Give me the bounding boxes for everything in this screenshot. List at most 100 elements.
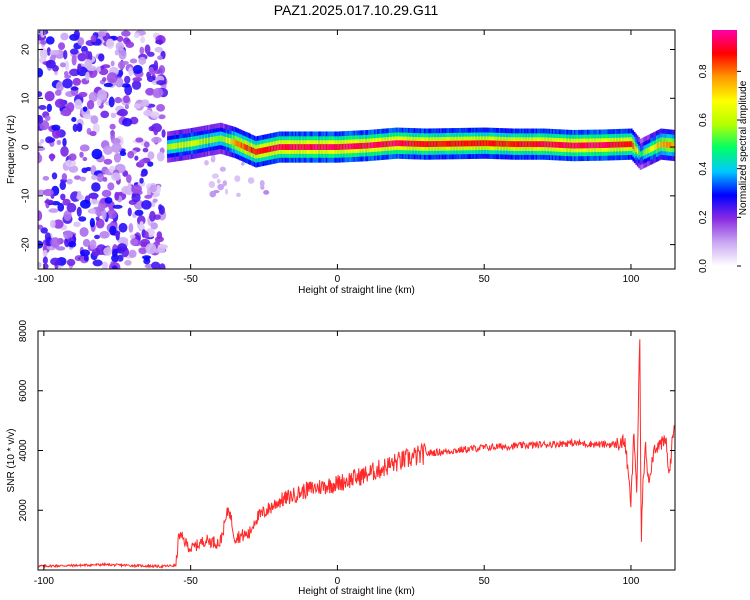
band-cell bbox=[507, 141, 510, 147]
noise-blob bbox=[141, 199, 152, 210]
noise-blob bbox=[138, 159, 145, 166]
noise-blob bbox=[111, 142, 122, 153]
noise-blob bbox=[133, 103, 142, 109]
noise-blob bbox=[81, 45, 88, 53]
spectrogram-image bbox=[38, 30, 675, 269]
band-cell bbox=[366, 142, 369, 149]
band-cell bbox=[428, 141, 431, 148]
band-cell bbox=[269, 145, 272, 152]
band-cell bbox=[283, 144, 285, 150]
band-cell bbox=[435, 141, 438, 147]
band-cell bbox=[594, 142, 596, 149]
noise-blob bbox=[128, 223, 134, 233]
noise-blob bbox=[62, 78, 73, 89]
band-cell bbox=[475, 140, 478, 147]
band-cell bbox=[453, 140, 455, 147]
noise-blob bbox=[76, 206, 82, 217]
x-tick-label: -100 bbox=[34, 576, 54, 587]
x-tick-label: 100 bbox=[623, 576, 640, 587]
band-cell bbox=[256, 148, 259, 155]
noise-blob bbox=[117, 243, 128, 252]
band-cell bbox=[633, 144, 636, 151]
noise-blob bbox=[159, 263, 166, 269]
noise-blob bbox=[91, 175, 98, 180]
band-cell bbox=[183, 141, 185, 148]
noise-blob bbox=[124, 259, 132, 266]
band-cell bbox=[572, 142, 574, 149]
band-cell bbox=[177, 142, 180, 149]
band-cell bbox=[636, 148, 639, 154]
noise-blob bbox=[138, 56, 147, 65]
band-cell bbox=[312, 144, 315, 150]
y-tick-label: 6000 bbox=[18, 379, 29, 402]
x-tick-label: 50 bbox=[479, 274, 491, 285]
band-cell bbox=[363, 142, 366, 149]
band-cell bbox=[319, 144, 322, 150]
band-cell bbox=[271, 145, 273, 152]
noise-blob bbox=[139, 46, 145, 55]
band-cell bbox=[472, 140, 475, 147]
noise-blob bbox=[54, 89, 62, 96]
noise-blob bbox=[241, 162, 245, 166]
noise-blob bbox=[111, 265, 118, 269]
band-cell bbox=[454, 140, 457, 147]
signal-band bbox=[167, 122, 675, 170]
band-cell bbox=[664, 141, 667, 148]
noise-blob bbox=[134, 209, 144, 216]
band-cell bbox=[233, 139, 235, 146]
noise-blob bbox=[109, 225, 117, 236]
noise-blob bbox=[130, 238, 139, 246]
band-cell bbox=[614, 141, 617, 148]
band-cell bbox=[598, 142, 601, 149]
noise-blob bbox=[151, 136, 162, 144]
noise-blob bbox=[69, 48, 79, 55]
noise-blob bbox=[149, 210, 156, 222]
band-cell bbox=[266, 146, 269, 153]
band-cell bbox=[268, 146, 271, 153]
noise-blob bbox=[63, 49, 68, 60]
band-cell bbox=[202, 138, 205, 145]
noise-blob bbox=[217, 183, 225, 191]
noise-blob bbox=[40, 227, 48, 234]
noise-blob bbox=[89, 217, 95, 228]
band-cell bbox=[250, 147, 253, 153]
band-cell bbox=[347, 143, 350, 150]
noise-blob bbox=[161, 83, 167, 90]
band-cell bbox=[369, 142, 372, 149]
noise-blob bbox=[109, 123, 116, 130]
band-cell bbox=[538, 141, 541, 148]
band-cell bbox=[531, 141, 533, 148]
band-cell bbox=[641, 150, 643, 157]
noise-blob bbox=[50, 237, 61, 248]
noise-blob bbox=[127, 207, 132, 217]
band-cell bbox=[529, 141, 532, 148]
band-cell bbox=[286, 144, 288, 150]
colorbar-tick-label: 0.0 bbox=[698, 259, 709, 273]
band-cell bbox=[526, 141, 529, 148]
band-cell bbox=[654, 144, 657, 150]
noise-blob bbox=[64, 60, 70, 71]
noise-blob bbox=[57, 202, 65, 212]
band-cell bbox=[262, 147, 265, 154]
noise-blob bbox=[91, 148, 103, 160]
noise-blob bbox=[63, 230, 73, 240]
noise-blob bbox=[96, 66, 102, 73]
colorbar-label: Normalized spectral amplitude bbox=[738, 80, 749, 215]
band-cell bbox=[246, 145, 249, 151]
band-cell bbox=[611, 141, 614, 148]
band-cell bbox=[503, 140, 505, 147]
band-cell bbox=[494, 140, 497, 147]
band-cell bbox=[205, 138, 207, 144]
band-cell bbox=[379, 141, 382, 148]
noise-blob bbox=[142, 147, 149, 153]
band-cell bbox=[431, 141, 433, 147]
noise-blob bbox=[85, 50, 91, 61]
band-cell bbox=[322, 144, 325, 150]
band-cell bbox=[661, 141, 664, 148]
noise-blob bbox=[145, 243, 157, 255]
noise-blob bbox=[132, 64, 143, 74]
noise-blob bbox=[151, 261, 161, 269]
noise-blob bbox=[150, 222, 158, 230]
band-cell bbox=[581, 142, 583, 149]
